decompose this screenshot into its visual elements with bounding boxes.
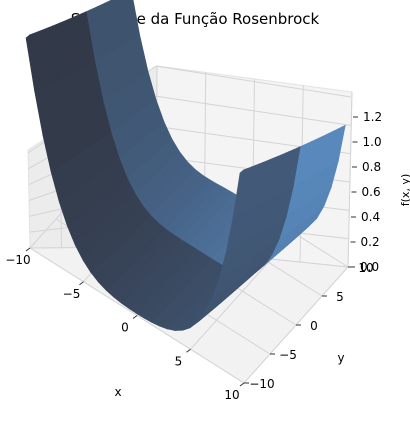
surface-mesh	[25, 0, 346, 331]
z-tick-label: 0.0	[360, 260, 379, 274]
y-tick-label: −5	[279, 348, 297, 362]
grid-line-z-back	[155, 65, 352, 98]
y-tick-label: 10	[358, 261, 373, 275]
x-tick-label: 5	[175, 354, 183, 368]
x-tick-label: −5	[63, 287, 81, 301]
y-axis-label: y	[337, 351, 344, 365]
surface-patch	[232, 169, 245, 217]
z-tick-label: 0.6	[362, 185, 381, 199]
y-tick-label: 5	[336, 290, 344, 304]
x-tick-label: 0	[121, 321, 129, 335]
z-tick-label: 1.2	[363, 110, 382, 124]
x-tick-label: 10	[224, 388, 239, 402]
z-tick-label: 0.8	[362, 160, 381, 174]
z-axis-label: f(x, y)	[399, 174, 410, 206]
x-axis-label: x	[114, 385, 121, 399]
grid-line-y-back	[347, 91, 353, 268]
x-tick	[239, 382, 245, 387]
y-tick-label: −10	[249, 377, 274, 391]
x-tick	[186, 348, 191, 353]
x-tick	[132, 315, 138, 319]
z-tick-label: 0.2	[361, 235, 380, 249]
grid-line-z-back	[155, 95, 351, 126]
x-tick	[25, 247, 31, 252]
y-tick-label: 0	[310, 319, 318, 333]
z-tick-label: 0.4	[361, 210, 380, 224]
z-tick-label: 1.0	[363, 135, 382, 149]
x-tick	[79, 281, 84, 286]
x-tick-label: −10	[5, 253, 30, 267]
